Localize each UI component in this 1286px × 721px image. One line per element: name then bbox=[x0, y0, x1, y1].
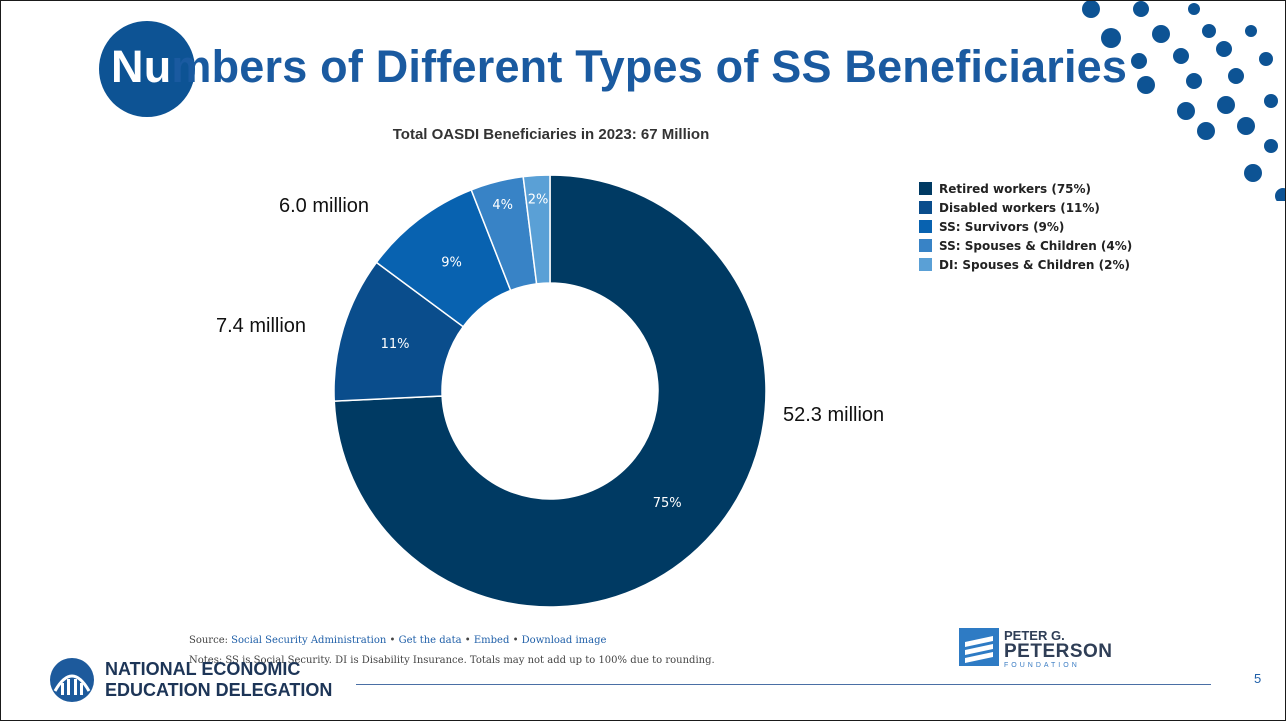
peterson-logo-text: PETER G. PETERSON FOUNDATION bbox=[1004, 629, 1113, 670]
donut-slice-label: 9% bbox=[441, 255, 462, 270]
footer-divider bbox=[356, 684, 1211, 685]
ned-line-2: EDUCATION DELEGATION bbox=[105, 680, 333, 700]
legend-swatch bbox=[919, 182, 932, 195]
donut-slice-label: 2% bbox=[528, 192, 549, 207]
pgp-line-2: PETERSON bbox=[1004, 641, 1113, 662]
pgp-line-3: FOUNDATION bbox=[1004, 662, 1080, 669]
title-circle-accent bbox=[99, 21, 195, 117]
chart-legend: Retired workers (75%) Disabled workers (… bbox=[919, 179, 1132, 274]
legend-item: DI: Spouses & Children (2%) bbox=[919, 255, 1132, 274]
legend-swatch bbox=[919, 220, 932, 233]
donut-slice-label: 75% bbox=[653, 496, 682, 511]
legend-item: Disabled workers (11%) bbox=[919, 198, 1132, 217]
footer-notes: Notes: SS is Social Security. DI is Disa… bbox=[189, 655, 715, 666]
legend-swatch bbox=[919, 258, 932, 271]
page-title-first-letters: Nu bbox=[111, 41, 172, 92]
source-link[interactable]: Social Security Administration bbox=[231, 635, 387, 646]
get-data-link[interactable]: Get the data bbox=[398, 635, 462, 646]
legend-label: DI: Spouses & Children (2%) bbox=[939, 257, 1130, 272]
bullet-separator: • bbox=[461, 635, 474, 646]
legend-item: SS: Survivors (9%) bbox=[919, 217, 1132, 236]
donut-slice bbox=[522, 174, 551, 285]
donut-slice-label: 11% bbox=[381, 337, 410, 352]
callout-retired: 52.3 million bbox=[783, 404, 885, 426]
peterson-logo-icon bbox=[959, 628, 999, 666]
donut-slice bbox=[333, 174, 767, 608]
ned-line-1: NATIONAL ECONOMIC bbox=[105, 659, 301, 679]
legend-swatch bbox=[919, 201, 932, 214]
legend-item: Retired workers (75%) bbox=[919, 179, 1132, 198]
ned-logo-icon bbox=[50, 658, 94, 702]
legend-label: Disabled workers (11%) bbox=[939, 200, 1100, 215]
embed-link[interactable]: Embed bbox=[473, 635, 510, 646]
legend-label: SS: Spouses & Children (4%) bbox=[939, 238, 1133, 253]
page-title-rest: mbers of Different Types of SS Beneficia… bbox=[171, 41, 1128, 92]
legend-label: Retired workers (75%) bbox=[939, 181, 1092, 196]
page-title: Numbers of Different Types of SS Benefic… bbox=[111, 41, 1127, 93]
bullet-separator: • bbox=[509, 635, 522, 646]
legend-swatch bbox=[919, 239, 932, 252]
pgp-line-1: PETER G. bbox=[1004, 628, 1065, 643]
donut-slice-label: 4% bbox=[492, 198, 513, 213]
decorative-dot-pattern bbox=[1082, 1, 1285, 201]
callout-survivors: 6.0 million bbox=[279, 195, 370, 217]
download-image-link[interactable]: Download image bbox=[521, 635, 607, 646]
legend-item: SS: Spouses & Children (4%) bbox=[919, 236, 1132, 255]
source-prefix: Source: bbox=[189, 635, 232, 646]
chart-title: Total OASDI Beneficiaries in 2023: 67 Mi… bbox=[392, 126, 710, 143]
page-number: 5 bbox=[1254, 671, 1262, 686]
footer-source: Source: Social Security Administration •… bbox=[189, 635, 606, 646]
callout-disabled: 7.4 million bbox=[216, 315, 307, 337]
ned-logo-text: NATIONAL ECONOMIC EDUCATION DELEGATION bbox=[105, 659, 332, 701]
legend-label: SS: Survivors (9%) bbox=[939, 219, 1065, 234]
bullet-separator: • bbox=[386, 635, 399, 646]
